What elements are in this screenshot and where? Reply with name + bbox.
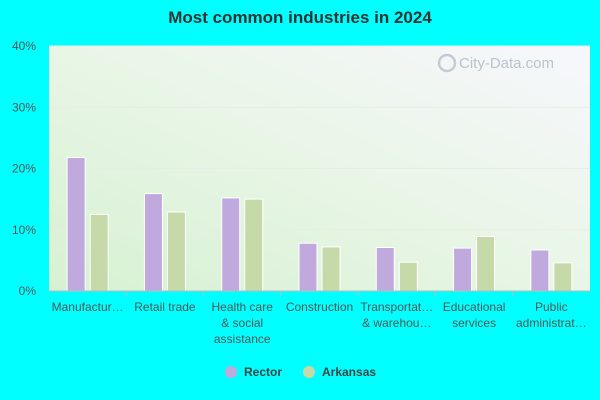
bar-arkansas[interactable] — [166, 211, 186, 292]
y-tick-label: 20% — [12, 162, 36, 176]
bar-rector[interactable] — [375, 247, 395, 292]
x-tick-label: Retail trade — [134, 300, 196, 314]
x-axis-labels: Manufactur… Retail trade Health care & soci… — [52, 300, 587, 346]
bar-arkansas[interactable] — [321, 246, 341, 292]
x-tick-label: Manufactur… — [52, 300, 124, 314]
y-tick-label: 0% — [19, 284, 37, 298]
bar-rector[interactable] — [66, 156, 86, 292]
y-axis-labels: 0% 10% 20% 30% 40% — [12, 39, 36, 298]
bar-rector[interactable] — [298, 242, 318, 292]
y-tick-label: 30% — [12, 100, 36, 114]
bar-rector[interactable] — [221, 197, 241, 292]
x-tick-label: Health care & social assistance — [212, 300, 274, 346]
bar-rector[interactable] — [453, 247, 473, 292]
watermark: City-Data.com — [437, 53, 554, 73]
bars — [66, 156, 573, 292]
chart-title: Most common industries in 2024 — [168, 8, 432, 27]
bar-arkansas[interactable] — [89, 213, 109, 292]
legend-label: Rector — [244, 365, 282, 379]
bar-rector[interactable] — [530, 249, 550, 292]
x-tick-label: Construction — [286, 300, 353, 314]
y-tick-label: 10% — [12, 223, 36, 237]
x-tick-label: Educational services — [443, 300, 506, 330]
bar-rector[interactable] — [143, 193, 163, 292]
y-tick-label: 40% — [12, 39, 36, 53]
x-tick-label: Transportat… & warehou… — [360, 300, 433, 330]
bar-arkansas[interactable] — [476, 235, 496, 292]
watermark-text: City-Data.com — [459, 55, 554, 72]
legend-swatch-arkansas — [303, 366, 315, 378]
bar-arkansas[interactable] — [244, 198, 264, 292]
bar-arkansas[interactable] — [553, 262, 573, 292]
legend: Rector Arkansas — [225, 365, 376, 379]
bar-arkansas[interactable] — [398, 261, 418, 292]
x-axis-ticks — [125, 291, 514, 296]
watermark-logo-icon — [437, 53, 457, 73]
legend-label: Arkansas — [322, 365, 376, 379]
legend-swatch-rector — [225, 366, 237, 378]
gridlines — [49, 45, 590, 231]
x-tick-label: Public administrat… — [516, 300, 587, 330]
